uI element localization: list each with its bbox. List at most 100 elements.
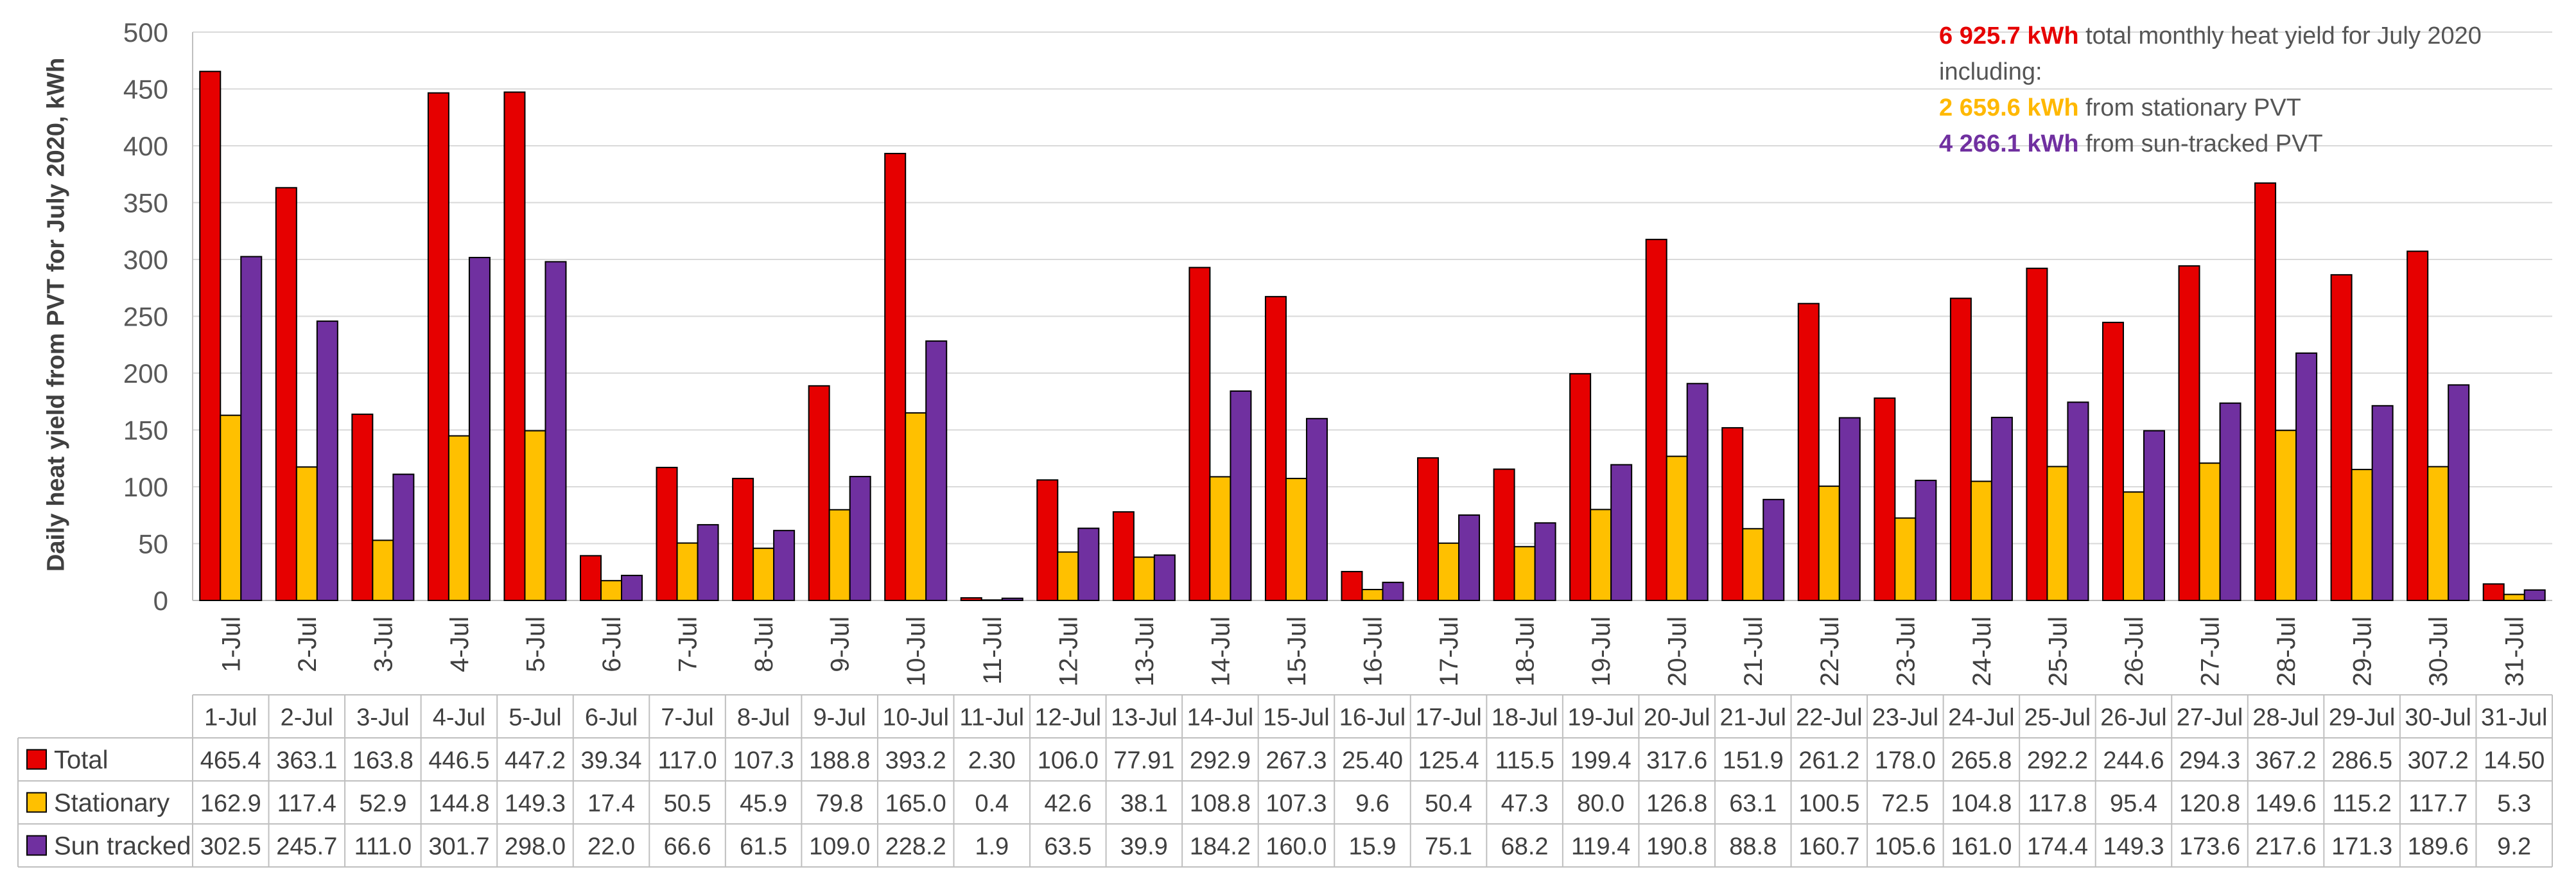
table-value-cell: 165.0 xyxy=(885,791,946,817)
table-header-cell: 31-Jul xyxy=(2481,704,2548,731)
table-header-cell: 14-Jul xyxy=(1187,704,1254,731)
table-header-cell: 19-Jul xyxy=(1567,704,1634,731)
y-tick-label: 150 xyxy=(123,415,168,446)
table-value-cell: 199.4 xyxy=(1571,747,1632,774)
bar-total xyxy=(199,71,222,601)
annotation-tracked-line: 4 266.1 kWh from sun-tracked PVT xyxy=(1939,126,2482,162)
bar-stationary xyxy=(676,542,699,601)
table-header-cell: 28-Jul xyxy=(2252,704,2319,731)
x-tick-label: 9-Jul xyxy=(826,616,855,672)
bar-sun-tracked xyxy=(316,320,338,601)
bar-sun-tracked xyxy=(1915,480,1937,602)
annotation-stationary-line: 2 659.6 kWh from stationary PVT xyxy=(1939,90,2482,126)
table-value-cell: 68.2 xyxy=(1501,834,1549,861)
x-tick-label: 15-Jul xyxy=(1283,616,1311,686)
bar-sun-tracked xyxy=(621,575,643,601)
table-value-cell: 45.9 xyxy=(740,791,787,817)
bar-sun-tracked xyxy=(544,261,567,602)
bar-sun-tracked xyxy=(2371,405,2394,601)
bar-stationary xyxy=(2275,430,2297,601)
y-tick-label: 50 xyxy=(138,529,168,559)
table-value-cell: 115.5 xyxy=(1495,747,1554,774)
table-value-cell: 144.8 xyxy=(428,791,489,817)
bar-sun-tracked xyxy=(2143,430,2165,601)
x-tick-label: 8-Jul xyxy=(750,616,778,672)
bar-total xyxy=(2254,182,2277,601)
bar-total xyxy=(2482,583,2505,602)
bar-sun-tracked xyxy=(1001,597,1023,602)
table-value-cell: 294.3 xyxy=(2179,747,2240,774)
table-value-cell: 100.5 xyxy=(1798,791,1859,817)
legend-label: Sun tracked xyxy=(54,832,191,861)
table-value-cell: 149.3 xyxy=(2103,834,2164,861)
x-tick-label: 18-Jul xyxy=(1511,616,1540,686)
bar-total xyxy=(1264,295,1287,601)
table-value-cell: 117.8 xyxy=(2028,791,2087,817)
table-value-cell: 163.8 xyxy=(352,747,413,774)
table-value-cell: 50.5 xyxy=(664,791,711,817)
table-value-cell: 171.3 xyxy=(2331,834,2392,861)
bar-stationary xyxy=(1970,480,1992,602)
bar-stationary xyxy=(2503,593,2525,602)
table-value-cell: 104.8 xyxy=(1951,791,2012,817)
bar-stationary xyxy=(1361,589,1384,601)
table-header-cell: 21-Jul xyxy=(1719,704,1786,731)
bar-total xyxy=(351,414,374,601)
table-value-cell: 117.7 xyxy=(2408,791,2467,817)
bar-sun-tracked xyxy=(2448,384,2470,602)
table-value-cell: 115.2 xyxy=(2332,791,2391,817)
bar-stationary xyxy=(2046,466,2069,602)
table-value-cell: 77.91 xyxy=(1113,747,1174,774)
bar-total xyxy=(1721,427,1744,602)
x-tick-label: 7-Jul xyxy=(674,616,702,672)
table-header-cell: 26-Jul xyxy=(2100,704,2167,731)
bar-sun-tracked xyxy=(849,476,871,601)
y-tick-label: 450 xyxy=(123,74,168,105)
bar-total xyxy=(1188,267,1211,601)
table-value-cell: 162.9 xyxy=(200,791,261,817)
table-value-cell: 151.9 xyxy=(1723,747,1784,774)
table-value-cell: 160.0 xyxy=(1266,834,1327,861)
x-tick-label: 5-Jul xyxy=(521,616,550,672)
y-tick-label: 250 xyxy=(123,302,168,332)
table-value-cell: 317.6 xyxy=(1646,747,1707,774)
annotation-tracked-text: from sun-tracked PVT xyxy=(2078,130,2323,157)
table-header-cell: 20-Jul xyxy=(1644,704,1710,731)
table-header-cell: 7-Jul xyxy=(661,704,713,731)
table-value-cell: 190.8 xyxy=(1646,834,1707,861)
bars xyxy=(199,71,2546,602)
x-tick-label: 31-Jul xyxy=(2501,616,2529,686)
bar-stationary xyxy=(2351,469,2373,602)
table-value-cell: 14.50 xyxy=(2484,747,2545,774)
annotation-including: including: xyxy=(1939,58,2042,85)
table-value-cell: 119.4 xyxy=(1571,834,1630,861)
table-value-cell: 5.3 xyxy=(2497,791,2531,817)
table-value-cell: 307.2 xyxy=(2408,747,2469,774)
bar-sun-tracked xyxy=(1077,527,1100,601)
bar-sun-tracked xyxy=(1230,390,1252,601)
table-header-cell: 12-Jul xyxy=(1035,704,1102,731)
table-header-cell: 2-Jul xyxy=(281,704,333,731)
table-value-cell: 108.8 xyxy=(1190,791,1251,817)
table-value-cell: 1.9 xyxy=(975,834,1009,861)
x-tick-label: 17-Jul xyxy=(1435,616,1463,686)
x-tick-label: 13-Jul xyxy=(1131,616,1159,686)
bar-stationary xyxy=(1285,478,1307,601)
table-value-cell: 286.5 xyxy=(2331,747,2392,774)
legend-label: Total xyxy=(54,746,109,774)
x-tick-label: 25-Jul xyxy=(2044,616,2072,686)
table-value-cell: 160.7 xyxy=(1798,834,1859,861)
table-value-cell: 106.0 xyxy=(1038,747,1099,774)
bar-stationary xyxy=(2198,462,2221,602)
bar-total xyxy=(275,187,297,601)
y-tick-label: 300 xyxy=(123,245,168,275)
bar-total xyxy=(2026,267,2048,601)
bar-total xyxy=(2406,250,2429,602)
bar-stationary xyxy=(1513,546,1536,601)
bar-stationary xyxy=(1818,485,1840,601)
table-value-cell: 0.4 xyxy=(975,791,1009,817)
bar-sun-tracked xyxy=(240,256,263,601)
bar-stationary xyxy=(1894,517,1917,601)
annotation-total-line: 6 925.7 kWh total monthly heat yield for… xyxy=(1939,18,2482,54)
x-tick-label: 12-Jul xyxy=(1054,616,1083,686)
